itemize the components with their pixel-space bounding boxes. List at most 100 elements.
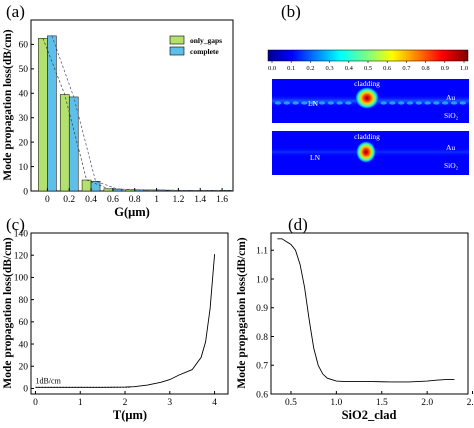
side-lobe bbox=[380, 101, 387, 105]
d-xtick-label: 2.0 bbox=[421, 398, 433, 408]
colorbar-tick-label: 0.6 bbox=[383, 65, 392, 72]
c-ytick-label: 120 bbox=[14, 252, 29, 262]
panel-a-bars bbox=[38, 35, 232, 192]
panel-d-xlabel: SiO2_clad bbox=[342, 408, 397, 422]
side-lobe bbox=[398, 101, 405, 105]
colorbar-tick-label: 0.1 bbox=[287, 65, 295, 72]
bar-only-gaps bbox=[59, 94, 70, 192]
field-map-2: cladding LN Au SiO₂ bbox=[272, 131, 469, 175]
c-ytick-label: 80 bbox=[19, 296, 29, 306]
side-lobe bbox=[415, 101, 422, 105]
colorbar-tick-label: 0.7 bbox=[402, 65, 411, 72]
field-map-2-label-cladding: cladding bbox=[354, 132, 380, 141]
a-xtick-label: 0.2 bbox=[63, 195, 75, 205]
side-lobe bbox=[301, 101, 308, 105]
panel-d-line-chart: 0.5 1.0 1.5 2.0 2.5 0.6 0.7 0.8 0.9 1.0 1.1 SiO2_… bbox=[236, 232, 474, 422]
side-lobe bbox=[283, 101, 290, 105]
panel-letter-d: (d) bbox=[288, 215, 308, 234]
panel-c-ylabel: Mode propagation loss(dB/cm) bbox=[2, 237, 14, 388]
a-xtick-label: 1.2 bbox=[172, 195, 184, 205]
a-ytick-label: 10 bbox=[19, 163, 29, 173]
c-ytick-label: 20 bbox=[19, 363, 29, 373]
field-map-1-label-sio2: SiO₂ bbox=[444, 111, 459, 120]
colorbar-ticks: 0.0 0.1 0.2 0.3 0.4 0.5 0.6 0.7 0.8 0.9 1.0 bbox=[268, 61, 468, 72]
field-map-2-mode-spot bbox=[356, 141, 376, 163]
bar-complete bbox=[47, 35, 57, 192]
panel-a-xticks: 0 0.2 0.4 0.6 0.8 1 1.2 1.4 1.6 bbox=[45, 188, 228, 205]
panel-letter-c: (c) bbox=[6, 215, 25, 234]
side-lobe bbox=[274, 101, 282, 105]
a-xtick-label: 0.8 bbox=[129, 195, 141, 205]
panel-c-line-chart: 1dB/cm 0 1 2 3 4 0 20 40 60 80 100 120 140 T(μm) Mo… bbox=[2, 229, 229, 422]
colorbar-tick-label: 0.9 bbox=[441, 65, 449, 72]
colorbar-tick-label: 0.4 bbox=[345, 65, 354, 72]
legend-label-complete: complete bbox=[190, 47, 219, 56]
a-ytick-label: 20 bbox=[19, 138, 29, 148]
c-ytick-label: 60 bbox=[19, 318, 29, 328]
colorbar-tick-label: 0.5 bbox=[364, 65, 372, 72]
colorbar-tick-label: 0.2 bbox=[306, 65, 314, 72]
field-map-1-label-ln: LN bbox=[308, 99, 319, 108]
side-lobe bbox=[433, 101, 440, 105]
colorbar-tick-label: 0.0 bbox=[268, 65, 276, 72]
field-map-1: cladding LN Au SiO₂ bbox=[272, 79, 469, 123]
panel-a-yticks: 0 10 20 30 40 50 60 bbox=[19, 41, 34, 197]
panel-c-xlabel: T(μm) bbox=[113, 408, 147, 422]
legend-label-only-gaps: only_gaps bbox=[190, 36, 222, 45]
a-ytick-label: 30 bbox=[19, 114, 29, 124]
panel-a-connectors bbox=[42, 35, 227, 191]
side-lobe bbox=[424, 101, 431, 105]
c-xtick-label: 4 bbox=[212, 398, 217, 408]
field-map-1-label-cladding: cladding bbox=[354, 79, 380, 88]
c-ytick-label: 140 bbox=[14, 229, 29, 239]
field-map-2-label-au: Au bbox=[446, 143, 455, 152]
panel-d-yticks: 0.6 0.7 0.8 0.9 1.0 1.1 bbox=[256, 247, 274, 400]
colorbar bbox=[267, 49, 469, 62]
d-ytick-label: 0.8 bbox=[256, 333, 268, 343]
side-lobe bbox=[450, 101, 458, 105]
panel-d-series-line bbox=[277, 238, 455, 383]
d-ytick-label: 1.1 bbox=[256, 247, 268, 257]
side-lobe bbox=[345, 101, 352, 105]
a-ytick-label: 60 bbox=[19, 41, 29, 51]
d-ytick-label: 0.6 bbox=[256, 390, 268, 400]
side-lobe bbox=[442, 101, 449, 105]
d-ytick-label: 1.0 bbox=[256, 275, 268, 285]
colorbar-tick-label: 1.0 bbox=[460, 65, 468, 72]
c-ytick-label: 40 bbox=[19, 340, 29, 350]
panel-a-xlabel: G(μm) bbox=[114, 205, 150, 219]
legend-swatch-only-gaps bbox=[169, 35, 185, 45]
a-xtick-label: 1.6 bbox=[216, 195, 228, 205]
side-lobe bbox=[292, 101, 299, 105]
panel-c-yticks: 0 20 40 60 80 100 120 140 bbox=[14, 229, 34, 395]
c-xtick-label: 2 bbox=[123, 398, 128, 408]
panel-a-legend: only_gaps complete bbox=[169, 35, 222, 56]
bar-only-gaps bbox=[38, 38, 48, 192]
c-ytick-label: 0 bbox=[23, 385, 28, 395]
d-xtick-label: 0.5 bbox=[285, 398, 297, 408]
panel-letter-b: (b) bbox=[281, 2, 301, 21]
a-xtick-label: 0 bbox=[45, 195, 50, 205]
bar-only-gaps bbox=[81, 179, 92, 192]
side-lobe bbox=[318, 101, 326, 105]
panel-a-bar-chart: 0 0.2 0.4 0.6 0.8 1 1.2 1.4 1.6 0 10 20 30 40 50 60 on… bbox=[2, 19, 234, 219]
field-map-2-label-ln: LN bbox=[310, 153, 321, 162]
d-xtick-label: 2.5 bbox=[467, 398, 474, 408]
panel-c-reference-label: 1dB/cm bbox=[35, 376, 61, 385]
c-xtick-label: 1 bbox=[78, 398, 83, 408]
panel-a-ylabel: Mode propagation loss(dB/cm) bbox=[2, 29, 14, 180]
side-lobe bbox=[389, 101, 396, 105]
colorbar-tick-label: 0.3 bbox=[326, 65, 334, 72]
field-map-2-label-sio2: SiO₂ bbox=[444, 161, 459, 170]
legend-swatch-complete bbox=[169, 46, 185, 56]
d-ytick-label: 0.9 bbox=[256, 304, 268, 314]
c-ytick-label: 100 bbox=[14, 274, 29, 284]
side-lobe bbox=[310, 101, 317, 105]
a-ytick-label: 40 bbox=[19, 90, 29, 100]
connector-only-gaps bbox=[42, 38, 218, 191]
d-xtick-label: 1.5 bbox=[376, 398, 388, 408]
d-xtick-label: 1.0 bbox=[330, 398, 342, 408]
panel-c-series-line bbox=[35, 254, 216, 388]
a-xtick-label: 1 bbox=[154, 195, 159, 205]
